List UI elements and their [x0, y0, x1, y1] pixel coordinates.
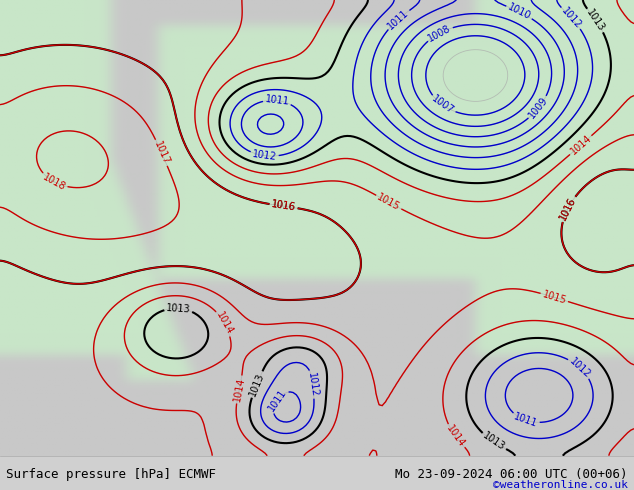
Text: 1017: 1017: [152, 140, 171, 166]
Text: 1014: 1014: [444, 423, 467, 449]
Text: 1016: 1016: [558, 196, 578, 222]
Text: 1010: 1010: [506, 2, 533, 22]
Text: 1008: 1008: [427, 23, 453, 43]
Text: 1012: 1012: [559, 5, 583, 30]
Text: 1016: 1016: [271, 199, 297, 213]
Text: 1011: 1011: [266, 387, 288, 413]
Text: 1013: 1013: [248, 371, 266, 398]
Text: Surface pressure [hPa] ECMWF: Surface pressure [hPa] ECMWF: [6, 467, 216, 481]
Text: 1015: 1015: [541, 289, 567, 306]
Text: 1011: 1011: [386, 7, 411, 31]
Text: 1011: 1011: [264, 94, 290, 107]
Text: 1015: 1015: [375, 192, 402, 213]
Text: 1011: 1011: [512, 412, 539, 429]
Text: 1007: 1007: [430, 94, 456, 117]
Text: 1012: 1012: [306, 371, 320, 397]
Text: 1014: 1014: [214, 310, 235, 337]
Text: 1018: 1018: [41, 172, 67, 192]
Text: 1013: 1013: [585, 7, 607, 33]
Text: 1016: 1016: [271, 199, 297, 213]
Text: 1013: 1013: [481, 431, 507, 453]
Text: 1013: 1013: [166, 303, 191, 314]
Text: 1012: 1012: [252, 149, 277, 162]
Text: Mo 23-09-2024 06:00 UTC (00+06): Mo 23-09-2024 06:00 UTC (00+06): [395, 467, 628, 481]
Text: ©weatheronline.co.uk: ©weatheronline.co.uk: [493, 480, 628, 490]
Text: 1012: 1012: [567, 356, 592, 380]
Text: 1016: 1016: [558, 196, 578, 222]
Text: 1009: 1009: [527, 95, 550, 121]
Text: 1014: 1014: [568, 133, 593, 157]
Text: 1014: 1014: [232, 376, 247, 402]
